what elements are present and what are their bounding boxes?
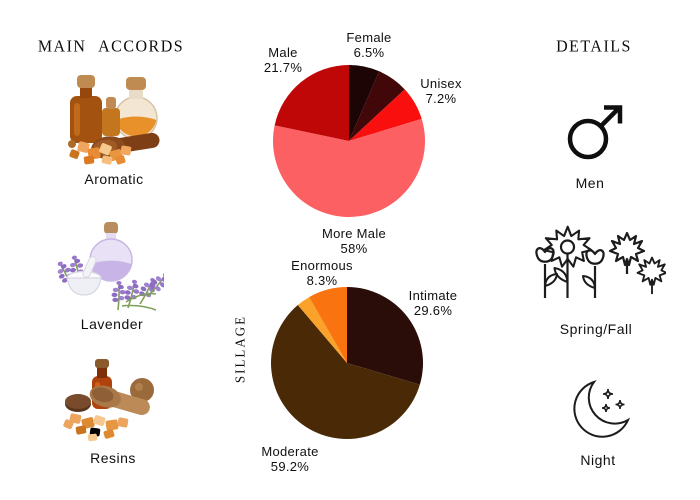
resin-chunks [63, 413, 129, 442]
pie-segment-unisex [349, 89, 422, 141]
pie-segment-more-male [273, 118, 425, 217]
lavender-image [56, 220, 164, 314]
lavender-bottle-icon [56, 222, 164, 312]
pie-segment-unlabeled [297, 297, 347, 363]
male-symbol-icon [562, 102, 624, 162]
pie-segment-intimate [347, 287, 423, 385]
resin-scoop-icon [63, 359, 154, 442]
detail-label-spring-fall: Spring/Fall [559, 321, 633, 337]
pie-segment-male [274, 65, 349, 141]
pie-label-enormous: Enormous 8.3% [291, 258, 353, 288]
resins-image [54, 356, 166, 444]
pie-label-female: Female 6.5% [346, 30, 392, 60]
sillage-pie-chart [271, 287, 423, 439]
pie-segment-female [349, 65, 380, 141]
accord-label-aromatic: Aromatic [84, 171, 144, 187]
pie-label-unisex: Unisex 7.2% [420, 76, 462, 106]
crescent-moon-stars-icon [564, 376, 634, 440]
pie-label-more-male: More Male 58% [321, 226, 387, 256]
detail-label-men: Men [575, 175, 605, 191]
pie-label-moderate: Moderate 59.2% [261, 444, 319, 474]
flowers-and-maple-leaves-icon [524, 224, 666, 304]
accord-label-lavender: Lavender [80, 316, 144, 332]
aromatic-image [58, 66, 168, 168]
pie-segment-unlabeled [349, 71, 405, 141]
pie-segment-moderate [271, 305, 420, 439]
resin-chunks [68, 140, 132, 165]
pie-segment-enormous [309, 287, 347, 363]
accord-label-resins: Resins [90, 450, 136, 466]
gender-pie-chart [273, 65, 425, 217]
main-accords-title: MAIN ACCORDS [37, 37, 185, 56]
pie-label-male: Male 21.7% [263, 45, 303, 75]
amber-bottles-icon [68, 75, 160, 165]
pie-label-intimate: Intimate 29.6% [408, 288, 458, 318]
detail-label-night: Night [580, 452, 616, 468]
details-title: DETAILS [556, 37, 632, 56]
sillage-axis-label: SILLAGE [231, 314, 248, 384]
